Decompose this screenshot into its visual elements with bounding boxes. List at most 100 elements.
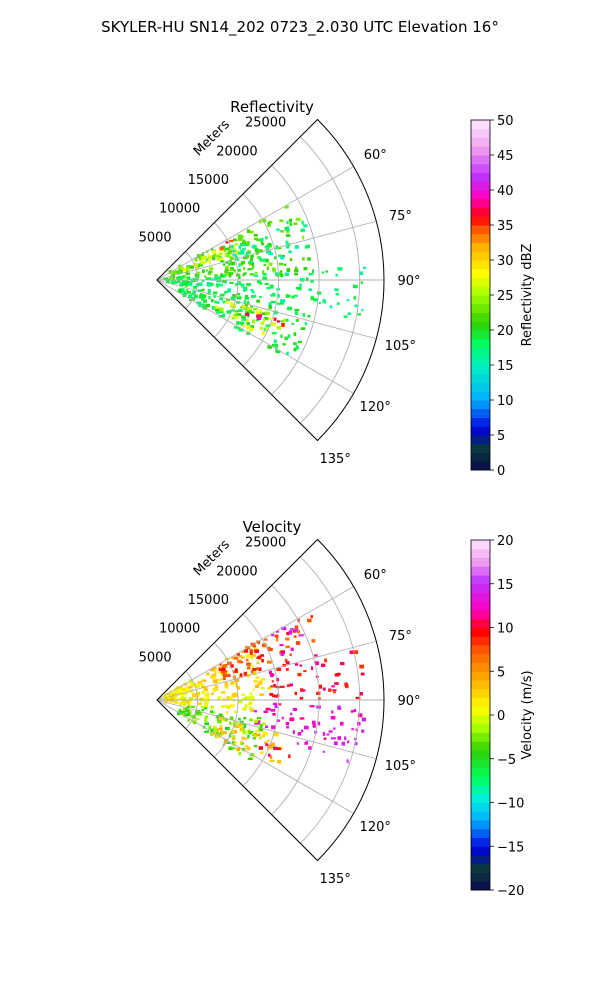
echo-cell xyxy=(293,347,297,352)
echo-cell xyxy=(361,717,367,722)
echo-cell xyxy=(208,259,211,264)
echo-cell xyxy=(275,350,281,354)
echo-cell xyxy=(262,276,268,280)
echo-cell xyxy=(303,670,307,673)
echo-cell xyxy=(247,654,253,658)
colorbar-band xyxy=(471,767,490,777)
azimuth-line xyxy=(156,220,377,281)
echo-cell xyxy=(299,634,305,637)
echo-cell xyxy=(234,250,240,254)
echo-cell xyxy=(201,679,204,682)
echo-cell xyxy=(185,700,190,704)
colorbar-tick-label: 20 xyxy=(497,324,514,339)
echo-cell xyxy=(237,293,241,296)
echo-cell xyxy=(253,307,258,311)
echo-cell xyxy=(237,700,243,704)
colorbar-band xyxy=(471,732,490,742)
echo-cell xyxy=(181,290,186,293)
echo-cell xyxy=(267,242,272,247)
echo-cell xyxy=(337,705,341,709)
echo-cell xyxy=(247,268,253,271)
echo-cell xyxy=(199,282,203,286)
echo-cell xyxy=(220,717,224,721)
echo-cell xyxy=(194,257,198,262)
echo-cell xyxy=(250,311,255,314)
echo-cell xyxy=(233,729,237,734)
echo-cell xyxy=(269,755,273,760)
echo-cell xyxy=(247,261,253,264)
echo-cell xyxy=(234,269,236,273)
echo-cell xyxy=(344,682,348,687)
echo-cell xyxy=(361,729,365,733)
echo-cell xyxy=(230,245,234,249)
echo-cell xyxy=(247,758,253,760)
echo-cell xyxy=(238,751,242,756)
echo-cell xyxy=(271,332,277,335)
echo-cell xyxy=(186,705,190,709)
echo-cell xyxy=(200,293,203,296)
echo-cell xyxy=(246,331,251,335)
echo-cell xyxy=(252,688,255,691)
echo-cell xyxy=(187,719,190,722)
echo-cell xyxy=(181,697,186,700)
echo-cell xyxy=(252,319,256,324)
echo-cell xyxy=(316,691,321,695)
echo-cell xyxy=(258,256,261,260)
echo-cell xyxy=(286,226,290,230)
echo-cell xyxy=(184,713,188,717)
echo-cell xyxy=(289,222,292,226)
echo-cell xyxy=(223,743,226,746)
echo-cell xyxy=(239,322,243,325)
echo-cell xyxy=(210,676,213,679)
echo-cell xyxy=(222,731,227,735)
echo-cell xyxy=(219,246,224,251)
echo-cell xyxy=(239,673,243,677)
echo-cell xyxy=(271,343,275,347)
echo-cell xyxy=(265,743,269,746)
echo-cell xyxy=(251,695,255,700)
echo-cell xyxy=(251,653,256,657)
echo-cell xyxy=(183,682,188,686)
echo-cell xyxy=(260,237,264,242)
echo-cell xyxy=(185,272,191,275)
echo-cell xyxy=(264,282,269,286)
colorbar-band xyxy=(471,741,490,751)
echo-cell xyxy=(294,311,299,315)
reflectivity-panel: Reflectivity60°75°90°105°120°135°5000100… xyxy=(139,98,535,479)
echo-cell xyxy=(293,294,298,297)
echo-cell xyxy=(354,737,357,741)
echo-cell xyxy=(258,281,263,285)
echo-cell xyxy=(254,649,260,653)
echo-cell xyxy=(203,686,208,689)
echo-cell xyxy=(267,753,271,757)
echo-cell xyxy=(236,281,242,285)
echo-cell xyxy=(250,289,254,292)
echo-cell xyxy=(252,671,257,675)
colorbar-band xyxy=(471,417,490,427)
echo-cell xyxy=(335,273,338,277)
echo-cell xyxy=(295,346,300,350)
echo-cell xyxy=(212,666,217,671)
echo-cell xyxy=(215,276,220,279)
echo-cells xyxy=(163,205,367,356)
colorbar-band xyxy=(471,277,490,287)
echo-cell xyxy=(242,256,248,260)
echo-cell xyxy=(186,686,191,690)
echo-cell xyxy=(201,279,205,283)
echo-cell xyxy=(211,673,216,678)
azimuth-line xyxy=(156,586,354,701)
echo-cell xyxy=(260,242,265,246)
echo-cell xyxy=(186,265,190,269)
range-tick-label: 20000 xyxy=(216,144,257,159)
echo-cell xyxy=(172,279,177,283)
echo-cell xyxy=(188,710,192,715)
echo-cell xyxy=(284,658,288,663)
colorbar-band xyxy=(471,715,490,725)
echo-cell xyxy=(274,695,278,698)
echo-cell xyxy=(227,705,231,710)
echo-cell xyxy=(241,243,247,247)
echo-cell xyxy=(258,314,263,318)
echo-cell xyxy=(214,669,217,674)
echo-cell xyxy=(312,720,316,725)
echo-cell xyxy=(271,322,276,327)
